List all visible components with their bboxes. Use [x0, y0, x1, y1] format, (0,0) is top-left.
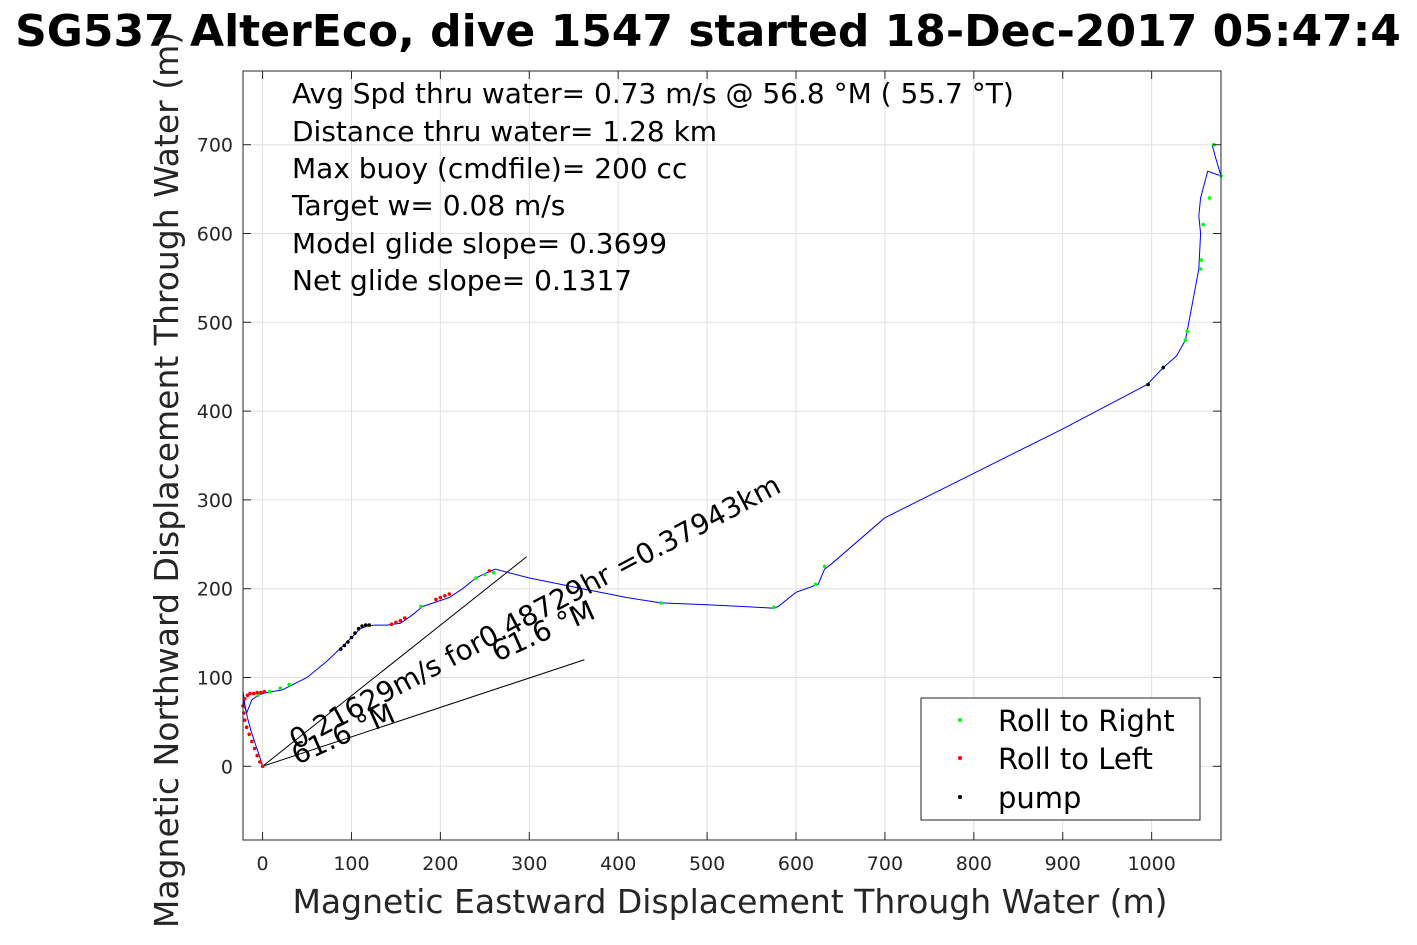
roll-to-right-point [256, 693, 260, 698]
y-tick-label: 700 [197, 135, 233, 157]
roll-to-right-point [287, 682, 292, 687]
reference-lines [262, 556, 585, 767]
roll-to-right-point [474, 576, 478, 580]
x-tick-label: 400 [600, 853, 636, 875]
x-axis-label: Magnetic Eastward Displacement Through W… [292, 882, 1167, 921]
roll-to-right-point [772, 605, 776, 610]
roll-to-left-point [403, 616, 407, 620]
roll-to-left-point [438, 595, 443, 600]
roll-to-left-point [247, 732, 251, 737]
roll-to-right-point [822, 564, 827, 569]
legend-box [920, 697, 1201, 821]
y-tick-label: 100 [197, 667, 233, 689]
plot-frame [242, 70, 1222, 841]
pump-point [349, 635, 354, 640]
roll-to-left-point [260, 764, 265, 769]
roll-to-right-point [1201, 222, 1205, 227]
pump-point [339, 647, 343, 651]
x-tick-label: 200 [422, 853, 458, 875]
roll-to-right-point [491, 570, 496, 575]
bearing-line-upper [262, 556, 527, 767]
x-tick-label: 500 [689, 853, 725, 875]
roll-to-left-point [250, 739, 254, 744]
pump-point [353, 631, 357, 635]
annotation-distance: Distance thru water= 1.28 km [292, 115, 717, 148]
y-axis-label: Magnetic Northward Displacement Through … [147, 32, 186, 928]
roll-to-right-point [1183, 338, 1188, 342]
bearing-line-lower [262, 659, 585, 767]
roll-to-left-point [447, 592, 452, 596]
roll-to-left-point [252, 746, 257, 751]
roll-to-right-point [483, 572, 487, 577]
pump-point [1161, 365, 1165, 370]
y-tick-label: 500 [197, 312, 233, 334]
roll-to-left-point [262, 689, 267, 694]
roll-to-left-point [243, 697, 247, 701]
annotation-max-buoy: Max buoy (cmdfile)= 200 cc [292, 152, 687, 185]
roll-to-right-point [267, 689, 272, 694]
pump-point [367, 623, 372, 627]
roll-to-left-point [434, 597, 438, 602]
roll-to-left-point [259, 690, 263, 695]
roll-to-right-point [419, 604, 423, 609]
pump-point [356, 626, 361, 631]
roll-to-left-point [248, 691, 252, 696]
roll-to-right-point [659, 601, 663, 605]
roll-to-right-point [1207, 196, 1212, 200]
annotation-block: Avg Spd thru water= 0.73 m/s @ 56.8 °M (… [291, 77, 1014, 297]
y-tick-label: 200 [197, 579, 233, 601]
legend-marker-pump [958, 795, 962, 799]
roll-to-left-point [251, 691, 256, 696]
legend-marker-roll-left [958, 756, 962, 760]
x-tick-label: 1000 [1127, 853, 1175, 875]
axis-ticks: 0 100 200 300 400 500 600 700 800 900 1000 0 100 200 3… [197, 71, 1221, 875]
legend-label-roll-left: Roll to Left [998, 742, 1153, 776]
roll-to-left-point [255, 753, 259, 758]
pump-point [346, 640, 350, 644]
x-tick-label: 0 [257, 853, 269, 875]
x-tick-label: 700 [867, 853, 903, 875]
legend-marker-roll-right [958, 718, 962, 722]
data-points [241, 142, 1223, 769]
annotation-model-glide: Model glide slope= 0.3699 [292, 227, 667, 260]
x-tick-label: 600 [778, 853, 814, 875]
roll-to-right-point [1198, 267, 1203, 271]
roll-to-right-point [1185, 329, 1189, 334]
legend-label-roll-right: Roll to Right [998, 704, 1175, 738]
y-tick-label: 0 [221, 756, 233, 778]
roll-to-left-point [398, 618, 403, 623]
roll-to-right-point [813, 582, 818, 587]
x-tick-label: 900 [1045, 853, 1081, 875]
roll-to-left-point [487, 569, 492, 573]
roll-to-left-point [258, 760, 262, 764]
x-tick-label: 800 [956, 853, 992, 875]
y-tick-label: 600 [197, 224, 233, 246]
roll-to-left-point [255, 690, 259, 695]
roll-to-left-point [243, 718, 247, 722]
chart-title: SG537 AlterEco, dive 1547 started 18-Dec… [15, 6, 1401, 57]
pump-point [363, 623, 368, 627]
annotation-avg-speed: Avg Spd thru water= 0.73 m/s @ 56.8 °M (… [292, 77, 1014, 110]
x-tick-label: 300 [511, 853, 547, 875]
roll-to-left-point [389, 622, 394, 626]
grid-lines [243, 71, 1221, 840]
pump-point [342, 643, 347, 648]
pump-point [1146, 382, 1150, 387]
roll-to-left-point [443, 594, 447, 598]
roll-to-right-point [1199, 258, 1204, 262]
y-tick-label: 300 [197, 490, 233, 512]
y-tick-label: 400 [197, 401, 233, 423]
x-tick-label: 100 [333, 853, 369, 875]
annotation-target-w: Target w= 0.08 m/s [291, 189, 565, 222]
roll-to-left-point [244, 725, 249, 729]
roll-to-left-point [245, 693, 250, 698]
legend: Roll to Right Roll to Left pump [920, 697, 1201, 821]
roll-to-right-point [278, 686, 283, 690]
roll-to-left-point [394, 620, 398, 625]
annotation-net-glide: Net glide slope= 0.1317 [292, 264, 632, 297]
pump-point [360, 624, 364, 628]
legend-label-pump: pump [998, 781, 1081, 815]
